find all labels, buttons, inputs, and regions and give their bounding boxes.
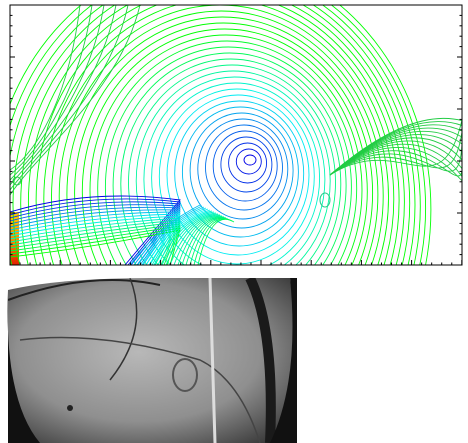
figure	[0, 0, 468, 443]
page: (() => { const svg = document.getElement…	[0, 0, 468, 443]
spot	[67, 405, 73, 411]
schlieren-image	[8, 278, 298, 443]
